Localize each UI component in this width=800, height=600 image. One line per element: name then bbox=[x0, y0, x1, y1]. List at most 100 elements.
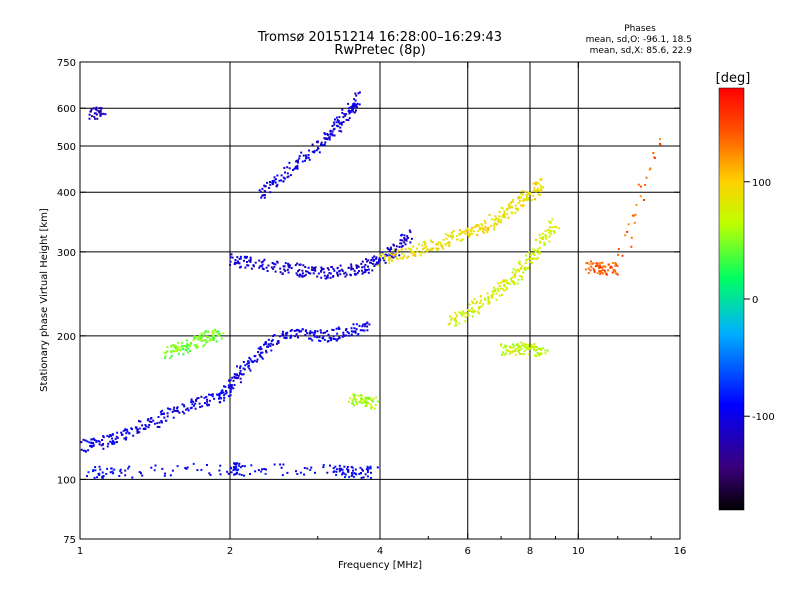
x-mode-point bbox=[520, 204, 522, 207]
x-mode-point bbox=[517, 201, 520, 204]
o-mode-point bbox=[102, 475, 105, 478]
o-mode-point bbox=[358, 324, 361, 327]
o-mode-point bbox=[273, 179, 276, 182]
x-mode-point bbox=[525, 343, 528, 346]
x-mode-point bbox=[532, 252, 534, 255]
o-mode-point bbox=[347, 470, 350, 473]
o-mode-point bbox=[286, 331, 289, 334]
x-mode-point bbox=[601, 266, 604, 269]
x-mode-point bbox=[365, 396, 368, 399]
o-mode-point bbox=[350, 474, 353, 477]
o-mode-point bbox=[146, 419, 149, 422]
x-mode-point bbox=[174, 345, 177, 348]
x-mode-point bbox=[613, 269, 616, 272]
o-mode-point bbox=[314, 471, 316, 474]
x-mode-point bbox=[630, 236, 633, 239]
x-mode-point bbox=[493, 226, 496, 229]
o-mode-point bbox=[347, 110, 350, 113]
x-mode-point bbox=[508, 207, 511, 209]
x-mode-point bbox=[530, 344, 533, 347]
o-mode-point bbox=[283, 166, 286, 169]
x-mode-point bbox=[467, 228, 470, 231]
o-mode-point bbox=[368, 467, 371, 470]
o-mode-point bbox=[386, 254, 389, 257]
o-mode-point bbox=[326, 275, 329, 278]
o-mode-point bbox=[196, 469, 199, 472]
x-mode-point bbox=[216, 334, 219, 337]
x-mode-point bbox=[592, 262, 595, 265]
x-mode-point bbox=[553, 231, 556, 234]
o-mode-point bbox=[248, 356, 251, 359]
o-mode-point bbox=[145, 425, 148, 428]
x-mode-point bbox=[533, 343, 536, 345]
x-mode-point bbox=[542, 186, 544, 189]
o-mode-point bbox=[229, 394, 232, 397]
o-mode-point bbox=[90, 115, 93, 118]
x-mode-point bbox=[511, 350, 514, 353]
x-mode-point bbox=[422, 248, 424, 250]
x-mode-point bbox=[175, 348, 178, 351]
o-mode-point bbox=[86, 475, 88, 478]
o-mode-point bbox=[89, 110, 92, 113]
o-mode-point bbox=[331, 134, 334, 137]
x-mode-point bbox=[481, 224, 483, 227]
x-mode-point bbox=[480, 223, 483, 226]
o-mode-point bbox=[286, 172, 289, 175]
o-mode-point bbox=[147, 426, 150, 429]
x-mode-point bbox=[616, 264, 619, 267]
x-mode-point bbox=[624, 234, 627, 237]
x-mode-point bbox=[166, 346, 169, 349]
x-mode-point bbox=[533, 186, 536, 189]
x-mode-point bbox=[396, 250, 399, 253]
x-mode-point bbox=[501, 288, 504, 291]
o-mode-point bbox=[335, 339, 338, 342]
x-mode-point bbox=[211, 336, 214, 339]
x-mode-point bbox=[204, 330, 207, 332]
o-mode-point bbox=[336, 338, 339, 341]
y-tick-label: 600 bbox=[57, 104, 76, 115]
x-mode-point bbox=[504, 216, 507, 219]
x-mode-point bbox=[471, 227, 474, 230]
o-mode-point bbox=[349, 273, 352, 276]
x-mode-point bbox=[500, 281, 502, 284]
o-mode-point bbox=[102, 447, 105, 450]
o-mode-point bbox=[322, 464, 325, 466]
x-mode-point bbox=[458, 232, 461, 235]
o-mode-point bbox=[350, 263, 353, 266]
x-mode-point bbox=[494, 288, 497, 291]
x-mode-point bbox=[190, 342, 192, 345]
o-mode-point bbox=[390, 248, 393, 250]
o-mode-point bbox=[163, 474, 166, 477]
o-mode-point bbox=[243, 474, 246, 477]
o-mode-point bbox=[208, 403, 210, 406]
o-mode-point bbox=[320, 266, 323, 269]
grid-lines bbox=[80, 62, 680, 539]
x-mode-point bbox=[615, 263, 618, 266]
x-mode-point bbox=[493, 219, 496, 221]
o-mode-point bbox=[282, 330, 284, 333]
o-mode-point bbox=[94, 117, 97, 120]
x-mode-point bbox=[603, 269, 606, 272]
x-mode-point bbox=[413, 253, 416, 255]
o-mode-point bbox=[95, 108, 98, 111]
o-mode-point bbox=[278, 335, 281, 338]
x-mode-point bbox=[464, 311, 467, 314]
x-mode-point bbox=[198, 335, 201, 338]
x-mode-point bbox=[544, 230, 547, 232]
o-mode-point bbox=[367, 268, 370, 271]
x-mode-point bbox=[518, 352, 521, 355]
o-mode-point bbox=[255, 360, 258, 363]
o-mode-point bbox=[157, 416, 160, 418]
x-mode-point bbox=[635, 203, 638, 206]
o-mode-point bbox=[364, 263, 367, 266]
x-mode-point bbox=[478, 307, 481, 310]
o-mode-point bbox=[338, 116, 341, 119]
x-mode-point bbox=[430, 249, 433, 252]
o-mode-point bbox=[333, 470, 336, 473]
o-mode-point bbox=[82, 438, 85, 441]
o-mode-point bbox=[92, 107, 95, 110]
x-mode-point bbox=[388, 256, 391, 259]
x-mode-point bbox=[584, 268, 587, 271]
o-mode-point bbox=[394, 249, 397, 252]
x-mode-point bbox=[391, 259, 393, 262]
